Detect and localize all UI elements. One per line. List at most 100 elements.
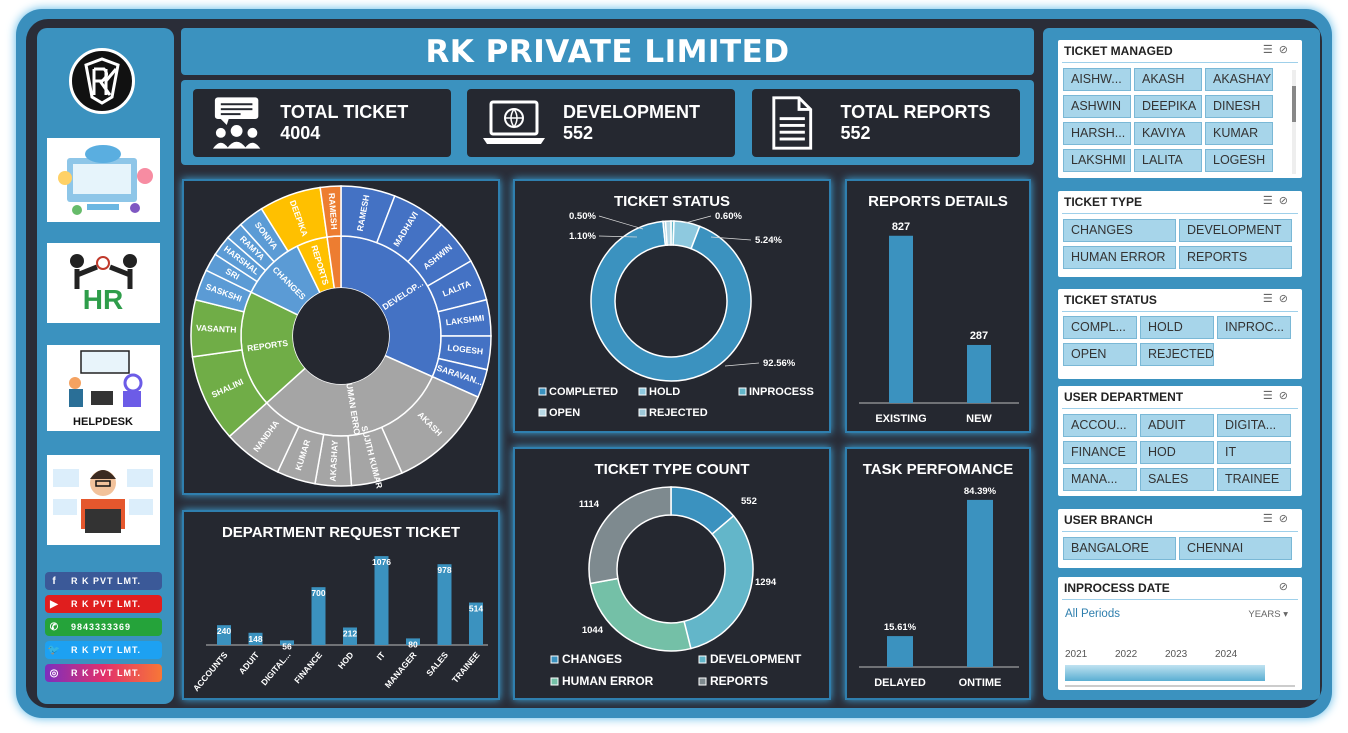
slicer-item[interactable]: LOGESH bbox=[1205, 149, 1273, 172]
slicer-item[interactable]: REJECTED bbox=[1140, 343, 1214, 366]
slicer-item[interactable]: HUMAN ERROR bbox=[1063, 246, 1176, 269]
slicer-item[interactable]: INPROC... bbox=[1217, 316, 1291, 339]
timeline-unit-dropdown[interactable]: YEARS ▾ bbox=[1248, 609, 1288, 620]
multi-select-icon[interactable]: ☰ bbox=[1262, 513, 1279, 525]
timeline-bar[interactable] bbox=[1065, 665, 1265, 681]
slicer-ticket-type: TICKET TYPE ☰⊘ CHANGES DEVELOPMENT HUMAN E… bbox=[1058, 191, 1302, 277]
bar[interactable] bbox=[406, 638, 420, 645]
bar-data-label: 827 bbox=[892, 221, 910, 233]
ticket-status-data-label: 0.50% bbox=[569, 211, 596, 222]
slicer-item[interactable]: DEEPIKA bbox=[1134, 95, 1202, 118]
ticket-status-slice[interactable] bbox=[664, 220, 672, 246]
bar-data-label: 148 bbox=[248, 634, 262, 644]
sunburst-outer-label: LOGESH bbox=[447, 342, 484, 356]
reports-details-chart: 827 EXISTING 287 NEW bbox=[859, 221, 1019, 425]
multi-select-icon[interactable]: ☰ bbox=[1262, 44, 1279, 56]
slicer-item[interactable]: LAKSHMI bbox=[1063, 149, 1131, 172]
helpdesk-image[interactable]: HELPDESK bbox=[47, 345, 160, 431]
slicer-item[interactable]: IT bbox=[1217, 441, 1291, 464]
timeline-year[interactable]: 2021 bbox=[1065, 649, 1088, 660]
bar[interactable] bbox=[374, 556, 389, 645]
slicer-item[interactable]: OPEN bbox=[1063, 343, 1137, 366]
ticket-type-slice[interactable] bbox=[588, 486, 672, 585]
slicer-item[interactable]: LALITA bbox=[1134, 149, 1202, 172]
slicer-item[interactable]: ADUIT bbox=[1140, 414, 1214, 437]
bar[interactable] bbox=[889, 235, 913, 403]
facebook-link[interactable]: f R K PVT LMT. bbox=[45, 572, 162, 590]
legend-label: COMPLETED bbox=[549, 386, 618, 398]
slicer-item[interactable]: KUMAR bbox=[1205, 122, 1273, 145]
clear-filter-icon[interactable]: ⊘ bbox=[1278, 195, 1294, 207]
slicer-item[interactable]: TRAINEE bbox=[1217, 468, 1291, 491]
clear-filter-icon[interactable]: ⊘ bbox=[1278, 293, 1294, 305]
slicer-item[interactable]: CHENNAI bbox=[1179, 537, 1292, 560]
timeline-year[interactable]: 2023 bbox=[1165, 649, 1188, 660]
slicer-item[interactable]: CHANGES bbox=[1063, 219, 1176, 242]
ticket-status-title: TICKET STATUS bbox=[613, 193, 731, 210]
bar-data-label: 15.61% bbox=[884, 622, 917, 633]
sunburst-outer-segment[interactable] bbox=[319, 185, 342, 238]
slicer-item[interactable]: AISHW... bbox=[1063, 68, 1131, 91]
slicer-item[interactable]: DINESH bbox=[1205, 95, 1273, 118]
slicer-item[interactable]: KAVIYA bbox=[1134, 122, 1202, 145]
company-logo bbox=[69, 48, 135, 114]
multi-select-icon[interactable]: ☰ bbox=[1262, 293, 1279, 305]
slicer-item[interactable]: COMPL... bbox=[1063, 316, 1137, 339]
slicer-item[interactable]: AKASH bbox=[1134, 68, 1202, 91]
slicer-item[interactable]: HOD bbox=[1140, 441, 1214, 464]
ticket-type-slice[interactable] bbox=[683, 514, 754, 650]
clear-filter-icon[interactable]: ⊘ bbox=[1278, 513, 1294, 525]
slicer-item[interactable]: FINANCE bbox=[1063, 441, 1137, 464]
bar[interactable] bbox=[437, 564, 452, 645]
ticket-status-slice[interactable] bbox=[590, 220, 752, 382]
clear-filter-icon[interactable]: ⊘ bbox=[1278, 390, 1294, 402]
whatsapp-link[interactable]: ✆ 9843333369 bbox=[45, 618, 162, 636]
sunburst-outer-label: RAMESH bbox=[327, 193, 340, 230]
bar[interactable] bbox=[887, 636, 913, 667]
scrollbar[interactable] bbox=[1292, 70, 1296, 174]
bar[interactable] bbox=[248, 632, 263, 645]
clear-filter-icon[interactable]: ⊘ bbox=[1278, 581, 1294, 593]
youtube-link[interactable]: ▶ R K PVT LMT. bbox=[45, 595, 162, 613]
timeline-actions: ⊘ bbox=[1279, 580, 1294, 593]
slicer-item[interactable]: ASHWIN bbox=[1063, 95, 1131, 118]
multi-select-icon[interactable]: ☰ bbox=[1262, 195, 1279, 207]
bar[interactable] bbox=[469, 602, 483, 645]
scrollbar-thumb[interactable] bbox=[1292, 86, 1296, 122]
x-tick-label: EXISTING bbox=[875, 413, 926, 425]
divider bbox=[1062, 531, 1298, 532]
slicer-item[interactable]: DEVELOPMENT bbox=[1179, 219, 1292, 242]
cloud-illustration-image[interactable] bbox=[47, 138, 160, 222]
bar[interactable] bbox=[343, 627, 357, 645]
sunburst-panel: DEVELOP... HUMAN ERROR REPORTS CHANGES REPOR… bbox=[182, 179, 500, 495]
slicer-item[interactable]: HOLD bbox=[1140, 316, 1214, 339]
slicer-item[interactable]: SALES bbox=[1140, 468, 1214, 491]
slicer-item[interactable]: DIGITA... bbox=[1217, 414, 1291, 437]
bar[interactable] bbox=[217, 625, 231, 645]
legend-swatch bbox=[698, 677, 707, 686]
timeline-year[interactable]: 2022 bbox=[1115, 649, 1138, 660]
twitter-link[interactable]: 🐦 R K PVT LMT. bbox=[45, 641, 162, 659]
bar[interactable] bbox=[280, 640, 294, 645]
bar[interactable] bbox=[967, 499, 993, 667]
support-agent-image[interactable] bbox=[47, 455, 160, 545]
slicer-item[interactable]: REPORTS bbox=[1179, 246, 1292, 269]
bar[interactable] bbox=[311, 587, 326, 645]
multi-select-icon[interactable]: ☰ bbox=[1262, 390, 1279, 402]
ticket-status-panel: TICKET STATUS 0.60% 5.24% 92.56% 1.10% 0.50%… bbox=[513, 179, 831, 433]
clear-filter-icon[interactable]: ⊘ bbox=[1278, 44, 1294, 56]
ticket-type-slice[interactable] bbox=[589, 577, 692, 652]
timeline-scrollbar[interactable] bbox=[1065, 685, 1295, 687]
slicer-item[interactable]: ACCOU... bbox=[1063, 414, 1137, 437]
bar[interactable] bbox=[967, 344, 991, 403]
slicer-item[interactable]: BANGALORE bbox=[1063, 537, 1176, 560]
slicer-item[interactable]: AKASHAY bbox=[1205, 68, 1273, 91]
hr-image[interactable]: HR bbox=[47, 243, 160, 323]
legend-label: REPORTS bbox=[710, 674, 768, 688]
slicer-item[interactable]: HARSH... bbox=[1063, 122, 1131, 145]
instagram-link[interactable]: ◎ R K PVT LMT. bbox=[45, 664, 162, 682]
slicer-item[interactable]: MANA... bbox=[1063, 468, 1137, 491]
bar-data-label: 80 bbox=[408, 639, 418, 649]
timeline-year[interactable]: 2024 bbox=[1215, 649, 1238, 660]
bar-data-label: 1076 bbox=[372, 557, 391, 567]
